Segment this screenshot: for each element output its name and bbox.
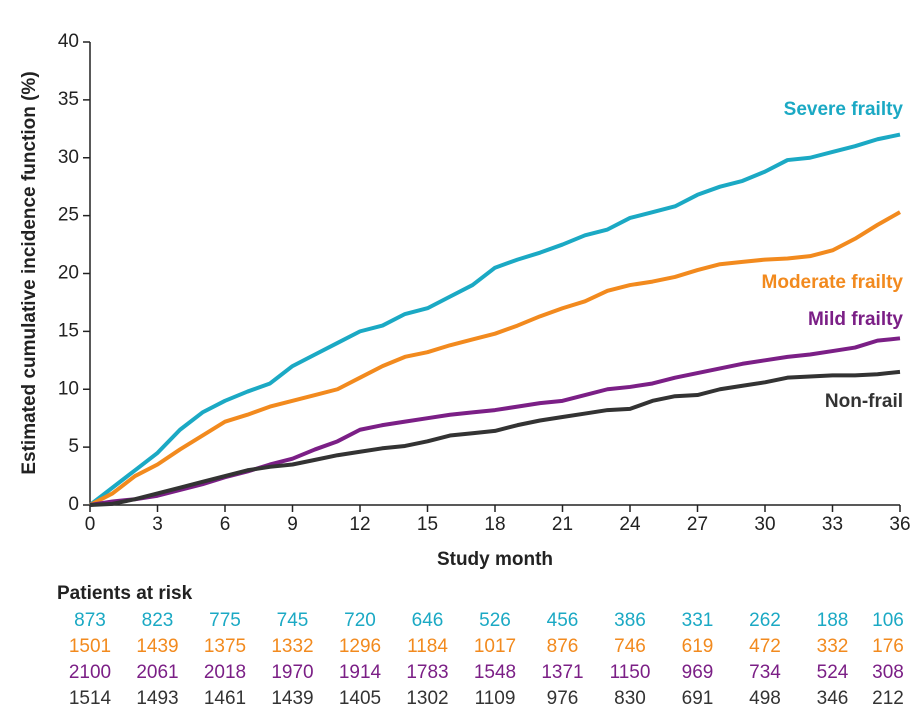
x-tick-label: 33 [822,514,843,535]
at-risk-value: 308 [872,662,904,683]
at-risk-value: 691 [682,688,714,709]
x-tick-label: 3 [152,514,163,535]
at-risk-value: 1296 [339,636,381,657]
x-tick-label: 30 [754,514,775,535]
x-axis-label: Study month [437,549,553,570]
at-risk-value: 526 [479,610,511,631]
at-risk-value: 1914 [339,662,382,683]
y-tick-label: 5 [68,436,79,457]
series-line [88,132,901,507]
at-risk-value: 734 [749,662,781,683]
at-risk-value: 775 [209,610,241,631]
x-tick-label: 24 [619,514,641,535]
y-tick-label: 0 [68,494,79,515]
at-risk-value: 1150 [610,662,651,683]
series-line [89,210,901,507]
at-risk-value: 969 [682,662,714,683]
series-label: Moderate frailty [762,272,904,293]
at-risk-value: 1493 [136,688,178,709]
x-tick-label: 18 [484,514,505,535]
at-risk-value: 1302 [406,688,448,709]
at-risk-value: 720 [344,610,376,631]
series-label: Mild frailty [808,309,903,330]
at-risk-value: 1405 [339,688,381,709]
at-risk-value: 331 [682,610,714,631]
y-tick-label: 35 [58,89,79,110]
at-risk-value: 1501 [69,636,111,657]
at-risk-value: 346 [817,688,849,709]
at-risk-value: 2018 [204,662,246,683]
x-tick-label: 9 [287,514,298,535]
at-risk-value: 1371 [541,662,583,683]
at-risk-value: 386 [614,610,646,631]
x-tick-label: 15 [417,514,438,535]
at-risk-value: 1439 [271,688,313,709]
at-risk-value: 1439 [136,636,178,657]
x-tick-label: 6 [220,514,231,535]
y-tick-label: 30 [58,147,79,168]
series-line [89,369,901,507]
at-risk-value: 188 [817,610,849,631]
at-risk-value: 524 [817,662,849,683]
y-axis-label: Estimated cumulative incidence function … [19,71,40,474]
at-risk-value: 873 [74,610,106,631]
at-risk-value: 1375 [204,636,246,657]
at-risk-value: 830 [614,688,646,709]
at-risk-value: 106 [872,610,904,631]
at-risk-value: 176 [872,636,904,657]
x-tick-label: 12 [349,514,370,535]
at-risk-value: 1184 [407,636,448,657]
at-risk-value: 212 [872,688,904,709]
at-risk-value: 1548 [474,662,516,683]
series-label: Non-frail [825,391,903,412]
y-tick-label: 10 [58,378,79,399]
y-tick-label: 15 [58,320,79,341]
at-risk-value: 456 [547,610,579,631]
at-risk-value: 1461 [204,688,246,709]
at-risk-value: 1970 [271,662,313,683]
at-risk-value: 472 [749,636,781,657]
at-risk-value: 823 [142,610,174,631]
x-tick-label: 27 [687,514,708,535]
at-risk-value: 498 [749,688,781,709]
at-risk-value: 976 [547,688,579,709]
x-tick-label: 21 [552,514,573,535]
at-risk-value: 1332 [271,636,313,657]
at-risk-value: 332 [817,636,849,657]
at-risk-value: 619 [682,636,714,657]
at-risk-value: 745 [277,610,309,631]
at-risk-value: 646 [412,610,444,631]
at-risk-value: 1514 [69,688,112,709]
at-risk-value: 1783 [406,662,448,683]
at-risk-value: 262 [749,610,781,631]
at-risk-value: 1109 [475,688,516,709]
y-tick-label: 20 [58,263,79,284]
y-tick-label: 25 [58,205,79,226]
series-label: Severe frailty [784,99,904,120]
at-risk-value: 746 [614,636,646,657]
at-risk-title: Patients at risk [57,583,193,604]
x-tick-label: 0 [85,514,96,535]
x-tick-label: 36 [889,514,910,535]
at-risk-value: 2061 [136,662,178,683]
at-risk-value: 2100 [69,662,111,683]
y-tick-label: 40 [58,31,79,52]
at-risk-value: 876 [547,636,579,657]
at-risk-value: 1017 [474,636,516,657]
